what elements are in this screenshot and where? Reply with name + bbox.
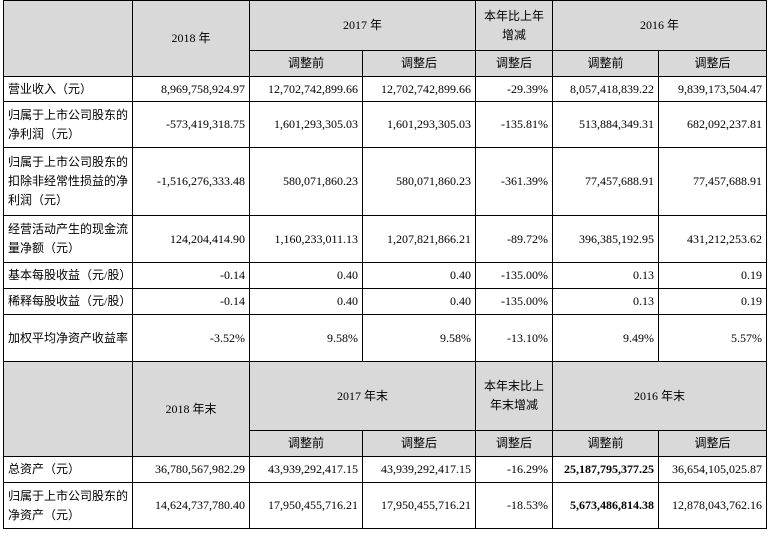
header-2017-before: 调整前: [249, 430, 363, 457]
header-row-2a: 2018 年末 2017 年末 本年末比上年末增减 2016 年末: [3, 361, 768, 457]
header-row-2b: 调整前 调整后 调整后 调整前 调整后: [4, 430, 768, 457]
cell-2016-before: 0.13: [552, 288, 660, 315]
cell-change: -18.53%: [475, 482, 554, 529]
cell-2017-after: 0.40: [361, 288, 477, 315]
cell-2018: -3.52%: [132, 314, 250, 362]
header-2016-after: 调整后: [658, 430, 768, 457]
row-label: 营业收入（元）: [3, 76, 133, 102]
cell-2017-before: 1,601,293,305.03: [249, 101, 363, 148]
cell-change: -361.39%: [475, 147, 554, 216]
table-row: 营业收入（元） 8,969,758,924.97 12,702,742,899.…: [3, 76, 768, 102]
header-2017-end: 2017 年末: [248, 361, 477, 431]
header-row-1a: 2018 年 2017 年 本年比上年增减 2016 年: [3, 0, 768, 77]
cell-2017-after: 580,071,860.23: [361, 147, 477, 216]
header-2016: 2016 年: [552, 0, 768, 51]
table-row: 基本每股收益（元/股） -0.14 0.40 0.40 -135.00% 0.1…: [3, 262, 768, 289]
table-row: 归属于上市公司股东的净利润（元） -573,419,318.75 1,601,2…: [3, 101, 768, 148]
cell-change: -135.81%: [475, 101, 554, 148]
cell-2018: 8,969,758,924.97: [132, 76, 250, 102]
row-label: 加权平均净资产收益率: [3, 314, 133, 362]
header-2016-end: 2016 年末: [552, 361, 768, 431]
cell-2017-before: 17,950,455,716.21: [249, 482, 363, 529]
cell-2018: -0.14: [132, 288, 250, 315]
table-row: 稀释每股收益（元/股） -0.14 0.40 0.40 -135.00% 0.1…: [3, 288, 768, 315]
cell-change: -29.39%: [475, 76, 554, 102]
cell-2016-after: 12,878,043,762.16: [658, 482, 768, 529]
header-2016-before: 调整前: [552, 50, 660, 77]
row-label: 归属于上市公司股东的净利润（元）: [3, 101, 133, 148]
header-row-1b: 调整前 调整后 调整后 调整前 调整后: [4, 50, 768, 77]
cell-2016-after: 77,457,688.91: [658, 147, 768, 216]
header-2018-end: 2018 年末: [132, 361, 250, 457]
row-label: 归属于上市公司股东的净资产（元）: [3, 482, 133, 529]
cell-change: -13.10%: [475, 314, 554, 362]
cell-2017-after: 0.40: [361, 262, 477, 289]
cell-change: -89.72%: [475, 215, 554, 263]
header-change-after: 调整后: [475, 430, 554, 457]
cell-2016-before: 396,385,192.95: [552, 215, 660, 263]
header-2017-after: 调整后: [361, 430, 477, 457]
cell-2017-before: 580,071,860.23: [249, 147, 363, 216]
cell-2016-before: 25,187,795,377.25: [552, 456, 660, 483]
cell-2016-after: 9,839,173,504.47: [658, 76, 768, 102]
cell-2018: 36,780,567,982.29: [132, 456, 250, 483]
table-row: 归属于上市公司股东的净资产（元） 14,624,737,780.40 17,95…: [3, 482, 768, 529]
cell-2016-before: 9.49%: [552, 314, 660, 362]
cell-2016-before: 8,057,418,839.22: [552, 76, 660, 102]
cell-2018: -1,516,276,333.48: [132, 147, 250, 216]
cell-2016-after: 5.57%: [658, 314, 768, 362]
cell-2016-after: 0.19: [658, 288, 768, 315]
cell-change: -16.29%: [475, 456, 554, 483]
row-label: 总资产（元）: [3, 456, 133, 483]
cell-2016-before: 77,457,688.91: [552, 147, 660, 216]
header-change-end: 本年末比上年末增减: [475, 361, 554, 431]
table-row: 总资产（元） 36,780,567,982.29 43,939,292,417.…: [3, 456, 768, 483]
header-label-blank: [3, 361, 133, 457]
header-2017-before: 调整前: [249, 50, 363, 77]
cell-change: -135.00%: [475, 288, 554, 315]
header-2018: 2018 年: [132, 0, 250, 77]
cell-2016-after: 36,654,105,025.87: [658, 456, 768, 483]
header-2017: 2017 年: [248, 0, 477, 51]
cell-2017-before: 1,160,233,011.13: [249, 215, 363, 263]
table-row: 经营活动产生的现金流量净额（元） 124,204,414.90 1,160,23…: [3, 215, 768, 263]
cell-2018: 124,204,414.90: [132, 215, 250, 263]
cell-2016-before: 0.13: [552, 262, 660, 289]
row-label: 归属于上市公司股东的扣除非经常性损益的净利润（元）: [3, 147, 133, 216]
cell-2017-after: 12,702,742,899.66: [361, 76, 477, 102]
row-label: 经营活动产生的现金流量净额（元）: [3, 215, 133, 263]
cell-2017-before: 0.40: [249, 288, 363, 315]
cell-2016-after: 0.19: [658, 262, 768, 289]
cell-2016-before: 5,673,486,814.38: [552, 482, 660, 529]
cell-2016-before: 513,884,349.31: [552, 101, 660, 148]
cell-2017-after: 1,601,293,305.03: [361, 101, 477, 148]
header-change: 本年比上年增减: [475, 0, 554, 51]
cell-2017-after: 17,950,455,716.21: [361, 482, 477, 529]
cell-2016-after: 431,212,253.62: [658, 215, 768, 263]
cell-2017-before: 43,939,292,417.15: [249, 456, 363, 483]
header-2016-after: 调整后: [658, 50, 768, 77]
header-2017-after: 调整后: [361, 50, 477, 77]
header-2016-before: 调整前: [552, 430, 660, 457]
header-change-after: 调整后: [475, 50, 554, 77]
row-label: 基本每股收益（元/股）: [3, 262, 133, 289]
cell-2017-after: 9.58%: [361, 314, 477, 362]
cell-2017-after: 1,207,821,866.21: [361, 215, 477, 263]
table-row: 加权平均净资产收益率 -3.52% 9.58% 9.58% -13.10% 9.…: [3, 314, 768, 362]
cell-2017-before: 9.58%: [249, 314, 363, 362]
header-label-blank: [3, 0, 133, 77]
cell-2018: 14,624,737,780.40: [132, 482, 250, 529]
table-row: 归属于上市公司股东的扣除非经常性损益的净利润（元） -1,516,276,333…: [3, 147, 768, 216]
row-label: 稀释每股收益（元/股）: [3, 288, 133, 315]
cell-2016-after: 682,092,237.81: [658, 101, 768, 148]
cell-2017-after: 43,939,292,417.15: [361, 456, 477, 483]
cell-2017-before: 0.40: [249, 262, 363, 289]
cell-change: -135.00%: [475, 262, 554, 289]
financial-data-table: 2018 年 2017 年 本年比上年增减 2016 年 调整前 调整后 调整后…: [3, 0, 768, 529]
cell-2018: -573,419,318.75: [132, 101, 250, 148]
cell-2017-before: 12,702,742,899.66: [249, 76, 363, 102]
cell-2018: -0.14: [132, 262, 250, 289]
